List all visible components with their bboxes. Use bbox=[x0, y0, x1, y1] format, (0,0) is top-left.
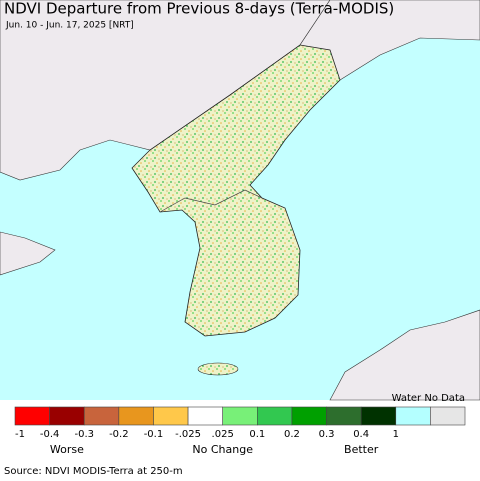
legend-swatch bbox=[222, 406, 258, 426]
legend-group-label: Better bbox=[344, 443, 379, 456]
legend-swatch bbox=[118, 406, 154, 426]
legend-tick-label: -0.1 bbox=[144, 429, 164, 440]
legend-tick-label: 0.4 bbox=[353, 429, 369, 440]
legend-tick-label: .025 bbox=[212, 429, 234, 440]
title: NDVI Departure from Previous 8-days (Ter… bbox=[4, 0, 394, 18]
legend-swatch bbox=[83, 406, 120, 426]
map bbox=[0, 0, 480, 401]
legend-swatch bbox=[291, 406, 327, 426]
legend-tick-label: 0.3 bbox=[319, 429, 335, 440]
legend-tick-label: -0.4 bbox=[40, 429, 60, 440]
legend-swatch bbox=[49, 406, 85, 426]
legend-swatch bbox=[257, 406, 293, 426]
korean-peninsula bbox=[131, 44, 341, 337]
shandong bbox=[0, 231, 56, 276]
legend-swatch bbox=[430, 406, 466, 426]
legend-tick-label: -0.2 bbox=[109, 429, 129, 440]
legend-swatch bbox=[153, 406, 189, 426]
legend-tick-label: 0.1 bbox=[249, 429, 265, 440]
legend-swatch bbox=[326, 406, 362, 426]
legend-swatch bbox=[14, 406, 50, 426]
legend-group-label: No Change bbox=[192, 443, 253, 456]
legend-tick-label: 1 bbox=[393, 429, 399, 440]
source: Source: NDVI MODIS-Terra at 250-m bbox=[4, 466, 183, 477]
legend-swatch bbox=[395, 406, 431, 426]
legend-swatch bbox=[187, 406, 223, 426]
legend-tick-label: -.025 bbox=[175, 429, 201, 440]
legend-tick-label: -0.3 bbox=[74, 429, 94, 440]
legend-extra-label: Water No Data bbox=[392, 393, 465, 404]
legend-swatch bbox=[360, 406, 397, 426]
japan bbox=[329, 309, 480, 401]
legend-tick-label: 0.2 bbox=[284, 429, 300, 440]
subtitle: Jun. 10 - Jun. 17, 2025 [NRT] bbox=[5, 21, 134, 31]
border bbox=[159, 189, 263, 213]
legend-group-label: Worse bbox=[50, 443, 84, 456]
legend: Water No Data -1 -0.4 -0.3 -0.2 -0.1 -.025 .02… bbox=[14, 393, 466, 456]
legend-tick-label: -1 bbox=[15, 429, 25, 440]
jeju bbox=[197, 362, 239, 376]
